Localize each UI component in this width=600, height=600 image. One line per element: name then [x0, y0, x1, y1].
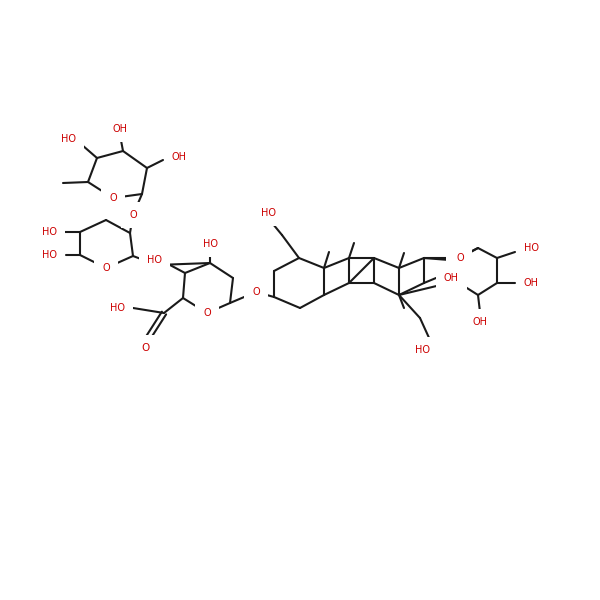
Text: HO: HO — [61, 134, 76, 144]
Text: HO: HO — [203, 239, 218, 249]
Text: OH: OH — [524, 278, 539, 288]
Text: O: O — [129, 210, 137, 220]
Text: O: O — [454, 253, 462, 263]
Text: O: O — [252, 287, 260, 297]
Text: O: O — [142, 343, 150, 353]
Text: O: O — [109, 193, 117, 203]
Text: HO: HO — [147, 255, 162, 265]
Text: O: O — [153, 260, 161, 270]
Text: HO: HO — [260, 208, 275, 218]
Text: OH: OH — [172, 152, 187, 162]
Text: HO: HO — [110, 303, 125, 313]
Text: OH: OH — [473, 317, 487, 327]
Text: HO: HO — [524, 243, 539, 253]
Text: O: O — [102, 263, 110, 273]
Text: HO: HO — [415, 345, 431, 355]
Text: O: O — [203, 308, 211, 318]
Text: OH: OH — [113, 124, 128, 134]
Text: HO: HO — [42, 227, 57, 237]
Text: HO: HO — [42, 250, 57, 260]
Text: OH: OH — [444, 273, 459, 283]
Text: O: O — [456, 253, 464, 263]
